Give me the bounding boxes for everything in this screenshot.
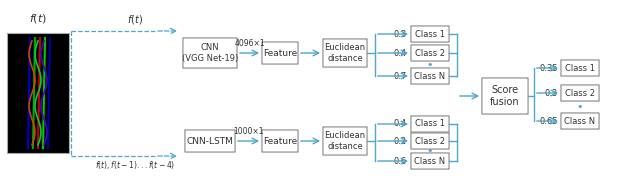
Text: •: • [427,146,433,156]
Text: Class 1: Class 1 [415,30,445,39]
Text: Class 2: Class 2 [565,89,595,97]
Text: Class 2: Class 2 [415,49,445,57]
Text: 4096×1: 4096×1 [234,39,265,48]
Text: Class N: Class N [564,116,596,126]
Text: Score
fusion: Score fusion [490,85,520,107]
Text: 0.65: 0.65 [539,116,558,126]
Text: $f(t),f(t-1)...f(t-4)$: $f(t),f(t-1)...f(t-4)$ [95,159,175,171]
Text: 0.3: 0.3 [545,89,558,97]
Text: Euclidean
distance: Euclidean distance [324,43,366,63]
Text: Class N: Class N [414,71,446,81]
Text: •: • [577,102,583,112]
FancyBboxPatch shape [411,68,449,84]
FancyBboxPatch shape [411,153,449,169]
Text: •: • [427,60,433,70]
Bar [7,33,69,153]
FancyBboxPatch shape [185,130,235,152]
Text: $f(t)$: $f(t)$ [127,13,143,26]
FancyBboxPatch shape [262,130,298,152]
Text: $f(t)$: $f(t)$ [29,12,47,25]
FancyBboxPatch shape [411,133,449,149]
Text: Class 1: Class 1 [565,63,595,73]
FancyBboxPatch shape [482,78,528,114]
Text: 0.4: 0.4 [394,49,407,57]
Text: Feature: Feature [263,49,297,57]
Text: 0.3: 0.3 [394,30,407,39]
Text: 1000×1: 1000×1 [233,127,264,136]
Text: 0.2: 0.2 [394,137,407,145]
Text: Euclidean
distance: Euclidean distance [324,131,366,151]
Text: 0.7: 0.7 [394,71,407,81]
FancyBboxPatch shape [411,45,449,61]
FancyBboxPatch shape [262,42,298,64]
FancyBboxPatch shape [183,38,237,68]
FancyBboxPatch shape [561,85,599,101]
FancyBboxPatch shape [561,113,599,129]
FancyBboxPatch shape [323,39,367,67]
Text: Class 2: Class 2 [415,137,445,145]
Text: 0.4: 0.4 [394,119,407,129]
Text: Class N: Class N [414,156,446,166]
Text: 0.35: 0.35 [539,63,558,73]
Text: CNN-LSTM: CNN-LSTM [187,137,234,145]
FancyBboxPatch shape [411,26,449,42]
Text: Feature: Feature [263,137,297,145]
Text: 0.6: 0.6 [394,156,407,166]
FancyBboxPatch shape [411,116,449,132]
Text: CNN
(VGG Net-19): CNN (VGG Net-19) [182,43,238,63]
FancyBboxPatch shape [323,127,367,155]
FancyBboxPatch shape [561,60,599,76]
Text: Class 1: Class 1 [415,119,445,129]
